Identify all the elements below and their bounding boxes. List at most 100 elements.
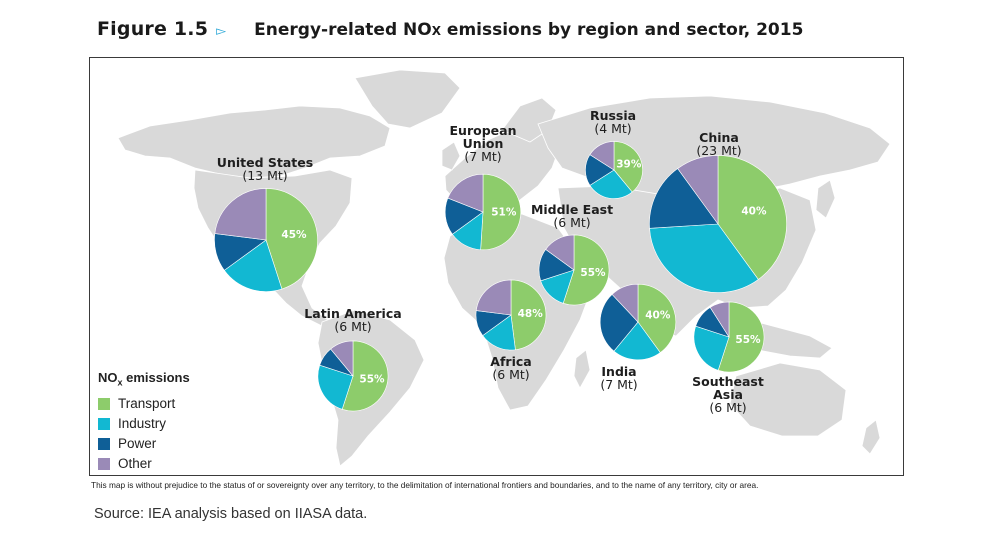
pie-percent-label-middle-east: 55%: [580, 267, 606, 279]
map-disclaimer: This map is without prejudice to the sta…: [91, 480, 759, 490]
pie-russia: 39%: [585, 141, 643, 199]
pie-slice-china-industry: [649, 223, 759, 293]
region-name-southeast-asia-line-2: Asia: [713, 387, 743, 402]
land-north-america-north: [117, 105, 391, 179]
region-name-european-union-line-1: European: [450, 123, 517, 138]
source-note: Source: IEA analysis based on IIASA data…: [94, 506, 368, 522]
pie-slice-united-states-transport: [265, 188, 318, 290]
land-new-zealand: [861, 419, 881, 455]
pie-slice-united-states-industry: [223, 239, 283, 292]
pie-european-union: 51%: [444, 173, 522, 251]
land-uk: [441, 141, 461, 171]
legend-label-transport: Transport: [118, 396, 176, 412]
region-name-russia-line-1: Russia: [590, 108, 636, 123]
region-total-china: (23 Mt): [696, 143, 741, 158]
legend-item-industry: Industry: [98, 414, 190, 434]
legend-swatch-industry: [98, 417, 110, 430]
land-madagascar: [573, 349, 591, 389]
pie-slice-russia-transport: [613, 141, 643, 193]
region-label-china: China(23 Mt): [696, 130, 741, 158]
region-total-russia: (4 Mt): [594, 121, 631, 136]
region-name-european-union-line-2: Union: [463, 136, 504, 151]
pie-united-states: 45%: [214, 188, 318, 292]
region-total-india: (7 Mt): [600, 377, 637, 392]
pie-latin-america: 55%: [317, 340, 389, 412]
legend-label-industry: Industry: [118, 416, 167, 432]
pie-slice-china-other: [677, 155, 719, 225]
pie-percent-label-european-union: 51%: [491, 207, 517, 219]
pie-percent-label-india: 40%: [645, 310, 671, 322]
pie-slice-latin-america-other: [330, 340, 354, 377]
region-total-middle-east: (6 Mt): [553, 215, 590, 230]
pie-slice-africa-transport: [510, 279, 547, 351]
legend-label-other: Other: [118, 456, 152, 472]
legend-item-transport: Transport: [98, 394, 190, 414]
pie-slice-southeast-asia-industry: [693, 325, 730, 371]
figure-header: Figure 1.5 ▻ Energy-related NOX emission…: [97, 18, 803, 48]
legend-title-text: NO: [98, 370, 118, 385]
pie-slice-latin-america-transport: [341, 340, 389, 412]
legend-swatch-other: [98, 457, 110, 470]
region-name-middle-east-line-1: Middle East: [531, 202, 613, 217]
pie-india: 40%: [599, 283, 677, 361]
figure-title-suffix: emissions by region and sector, 2015: [441, 20, 804, 40]
pie-slice-india-transport: [637, 283, 677, 354]
legend-title-subscript: x: [117, 377, 123, 388]
region-name-united-states-line-1: United States: [217, 155, 313, 170]
pie-slice-russia-other: [589, 141, 615, 171]
region-name-africa-line-1: Africa: [490, 354, 531, 369]
pie-africa: 48%: [475, 279, 547, 351]
pie-percent-label-latin-america: 55%: [359, 373, 385, 385]
region-label-united-states: United States(13 Mt): [217, 155, 313, 183]
pie-percent-label-united-states: 45%: [281, 229, 307, 241]
pie-slice-middle-east-transport: [562, 234, 610, 306]
legend: NOx emissions Transport Industry Power O…: [98, 370, 190, 474]
pie-southeast-asia: 55%: [693, 301, 765, 373]
figure-title-subscript: X: [431, 24, 441, 38]
world-map: 45% 55% 51% 39% 55% 48% 40% 40% 55% United State…: [117, 69, 891, 467]
pie-slice-latin-america-industry: [317, 364, 354, 410]
pie-slice-european-union-other: [447, 173, 484, 213]
pie-slice-india-industry: [613, 321, 661, 361]
legend-swatch-power: [98, 437, 110, 450]
pie-percent-label-china: 40%: [741, 206, 767, 218]
land-greenland: [354, 69, 461, 129]
pie-slice-india-other: [611, 283, 639, 323]
pie-slice-africa-other: [475, 279, 512, 316]
legend-swatch-transport: [98, 397, 110, 410]
region-label-africa: Africa(6 Mt): [490, 354, 531, 382]
region-label-russia: Russia(4 Mt): [590, 108, 636, 136]
pie-percent-label-africa: 48%: [518, 308, 544, 320]
figure-number: Figure 1.5: [97, 18, 209, 40]
legend-label-power: Power: [118, 436, 157, 452]
region-name-india-line-1: India: [601, 364, 636, 379]
pie-slice-india-power: [599, 293, 639, 352]
region-total-southeast-asia: (6 Mt): [709, 400, 746, 415]
pie-china: 40%: [649, 155, 787, 293]
region-label-latin-america: Latin America(6 Mt): [304, 306, 401, 334]
pie-percent-label-southeast-asia: 55%: [735, 334, 761, 346]
region-label-middle-east: Middle East(6 Mt): [531, 202, 613, 230]
pie-layer: 45% 55% 51% 39% 55% 48% 40% 40% 55%: [214, 141, 787, 412]
region-name-southeast-asia-line-1: Southeast: [692, 374, 764, 389]
pie-middle-east: 55%: [538, 234, 610, 306]
region-total-africa: (6 Mt): [492, 367, 529, 382]
pie-slice-southeast-asia-transport: [717, 301, 765, 373]
land-japan: [815, 179, 836, 219]
pie-slice-china-transport: [717, 155, 787, 280]
pie-slice-united-states-other: [214, 188, 267, 241]
legend-item-power: Power: [98, 434, 190, 454]
figure-title-prefix: Energy-related NO: [254, 20, 432, 40]
figure-title: Energy-related NOX emissions by region a…: [254, 20, 803, 40]
legend-title-suffix: emissions: [122, 370, 190, 385]
map-frame: 45% 55% 51% 39% 55% 48% 40% 40% 55% United State…: [89, 57, 904, 476]
region-total-latin-america: (6 Mt): [334, 319, 371, 334]
pie-slice-southeast-asia-other: [709, 301, 730, 339]
pie-slice-china-power: [649, 168, 719, 229]
region-total-european-union: (7 Mt): [464, 149, 501, 164]
triangle-right-outline-icon: ▻: [216, 23, 227, 38]
region-total-united-states: (13 Mt): [242, 168, 287, 183]
legend-title: NOx emissions: [98, 370, 190, 388]
